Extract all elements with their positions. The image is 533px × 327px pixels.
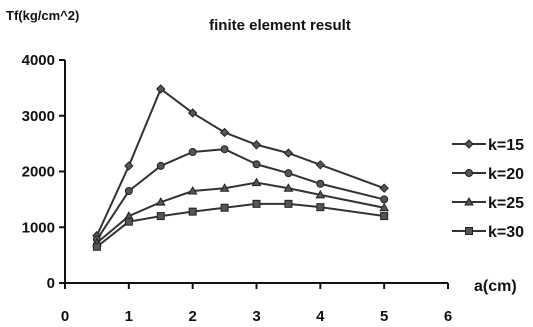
series-k=25: [92, 177, 390, 247]
data-point: [187, 108, 198, 118]
data-point: [188, 147, 197, 156]
data-point: [187, 186, 198, 195]
data-point: [316, 179, 325, 188]
data-point: [252, 160, 261, 169]
legend-marker: [464, 196, 474, 206]
data-point: [379, 183, 389, 193]
y-tick-label: 3000: [22, 108, 55, 125]
series-line: [96, 181, 385, 244]
data-point: [283, 183, 294, 192]
y-axis-label: Tf(kg/cm^2): [6, 8, 79, 23]
series-k=15: [92, 84, 389, 241]
data-point: [252, 199, 261, 208]
x-tick-label: 2: [188, 308, 196, 325]
data-point: [220, 203, 229, 212]
data-point: [124, 187, 133, 196]
data-point: [380, 212, 389, 221]
data-point: [219, 127, 230, 138]
series-k=20: [92, 145, 389, 244]
legend-item: k=20: [452, 166, 524, 183]
data-point: [156, 212, 165, 221]
data-point: [124, 217, 133, 226]
legend-marker: [464, 139, 474, 149]
x-ticks: 0 1 2 3 4 5 6: [61, 283, 452, 325]
data-point: [315, 189, 326, 199]
legend-label: k=15: [488, 137, 524, 154]
data-point: [219, 183, 230, 192]
data-point: [124, 161, 134, 171]
x-tick-label: 3: [252, 308, 260, 325]
legend-item: k=30: [452, 224, 524, 241]
data-point: [283, 148, 294, 158]
x-axis-label: a(cm): [474, 278, 517, 295]
x-tick-label: 0: [61, 308, 69, 325]
x-tick-label: 4: [316, 308, 325, 325]
y-tick-label: 4000: [22, 52, 55, 69]
y-tick-label: 2000: [22, 164, 55, 181]
legend: k=15 k=20 k=25 k=30: [452, 137, 524, 241]
legend-marker: [465, 169, 473, 177]
series-line: [96, 148, 385, 241]
data-point: [316, 203, 325, 212]
data-point: [315, 160, 326, 170]
data-point: [251, 177, 262, 187]
legend-item: k=25: [452, 195, 524, 212]
legend-label: k=25: [488, 195, 524, 212]
legend-item: k=15: [452, 137, 524, 154]
y-ticks: 0 1000 2000 3000 4000: [22, 52, 65, 292]
x-tick-label: 1: [125, 308, 133, 325]
legend-marker: [465, 227, 473, 235]
series-k=30: [92, 199, 389, 251]
legend-label: k=30: [488, 224, 524, 241]
data-point: [284, 199, 293, 208]
y-tick-label: 1000: [22, 219, 55, 236]
data-point: [155, 197, 166, 206]
x-tick-label: 5: [380, 308, 388, 325]
legend-label: k=20: [488, 166, 524, 183]
series-line: [96, 87, 385, 237]
data-point: [92, 242, 101, 251]
data-point: [188, 207, 197, 216]
data-point: [284, 169, 293, 178]
data-point: [380, 195, 389, 204]
data-point: [220, 145, 229, 154]
chart-title: finite element result: [209, 17, 351, 34]
data-point: [379, 202, 390, 212]
y-tick-label: 0: [47, 275, 55, 292]
data-point: [156, 84, 166, 94]
data-point: [251, 140, 262, 150]
series-layer: [92, 84, 390, 251]
data-point: [156, 161, 165, 170]
x-tick-label: 6: [444, 308, 452, 325]
